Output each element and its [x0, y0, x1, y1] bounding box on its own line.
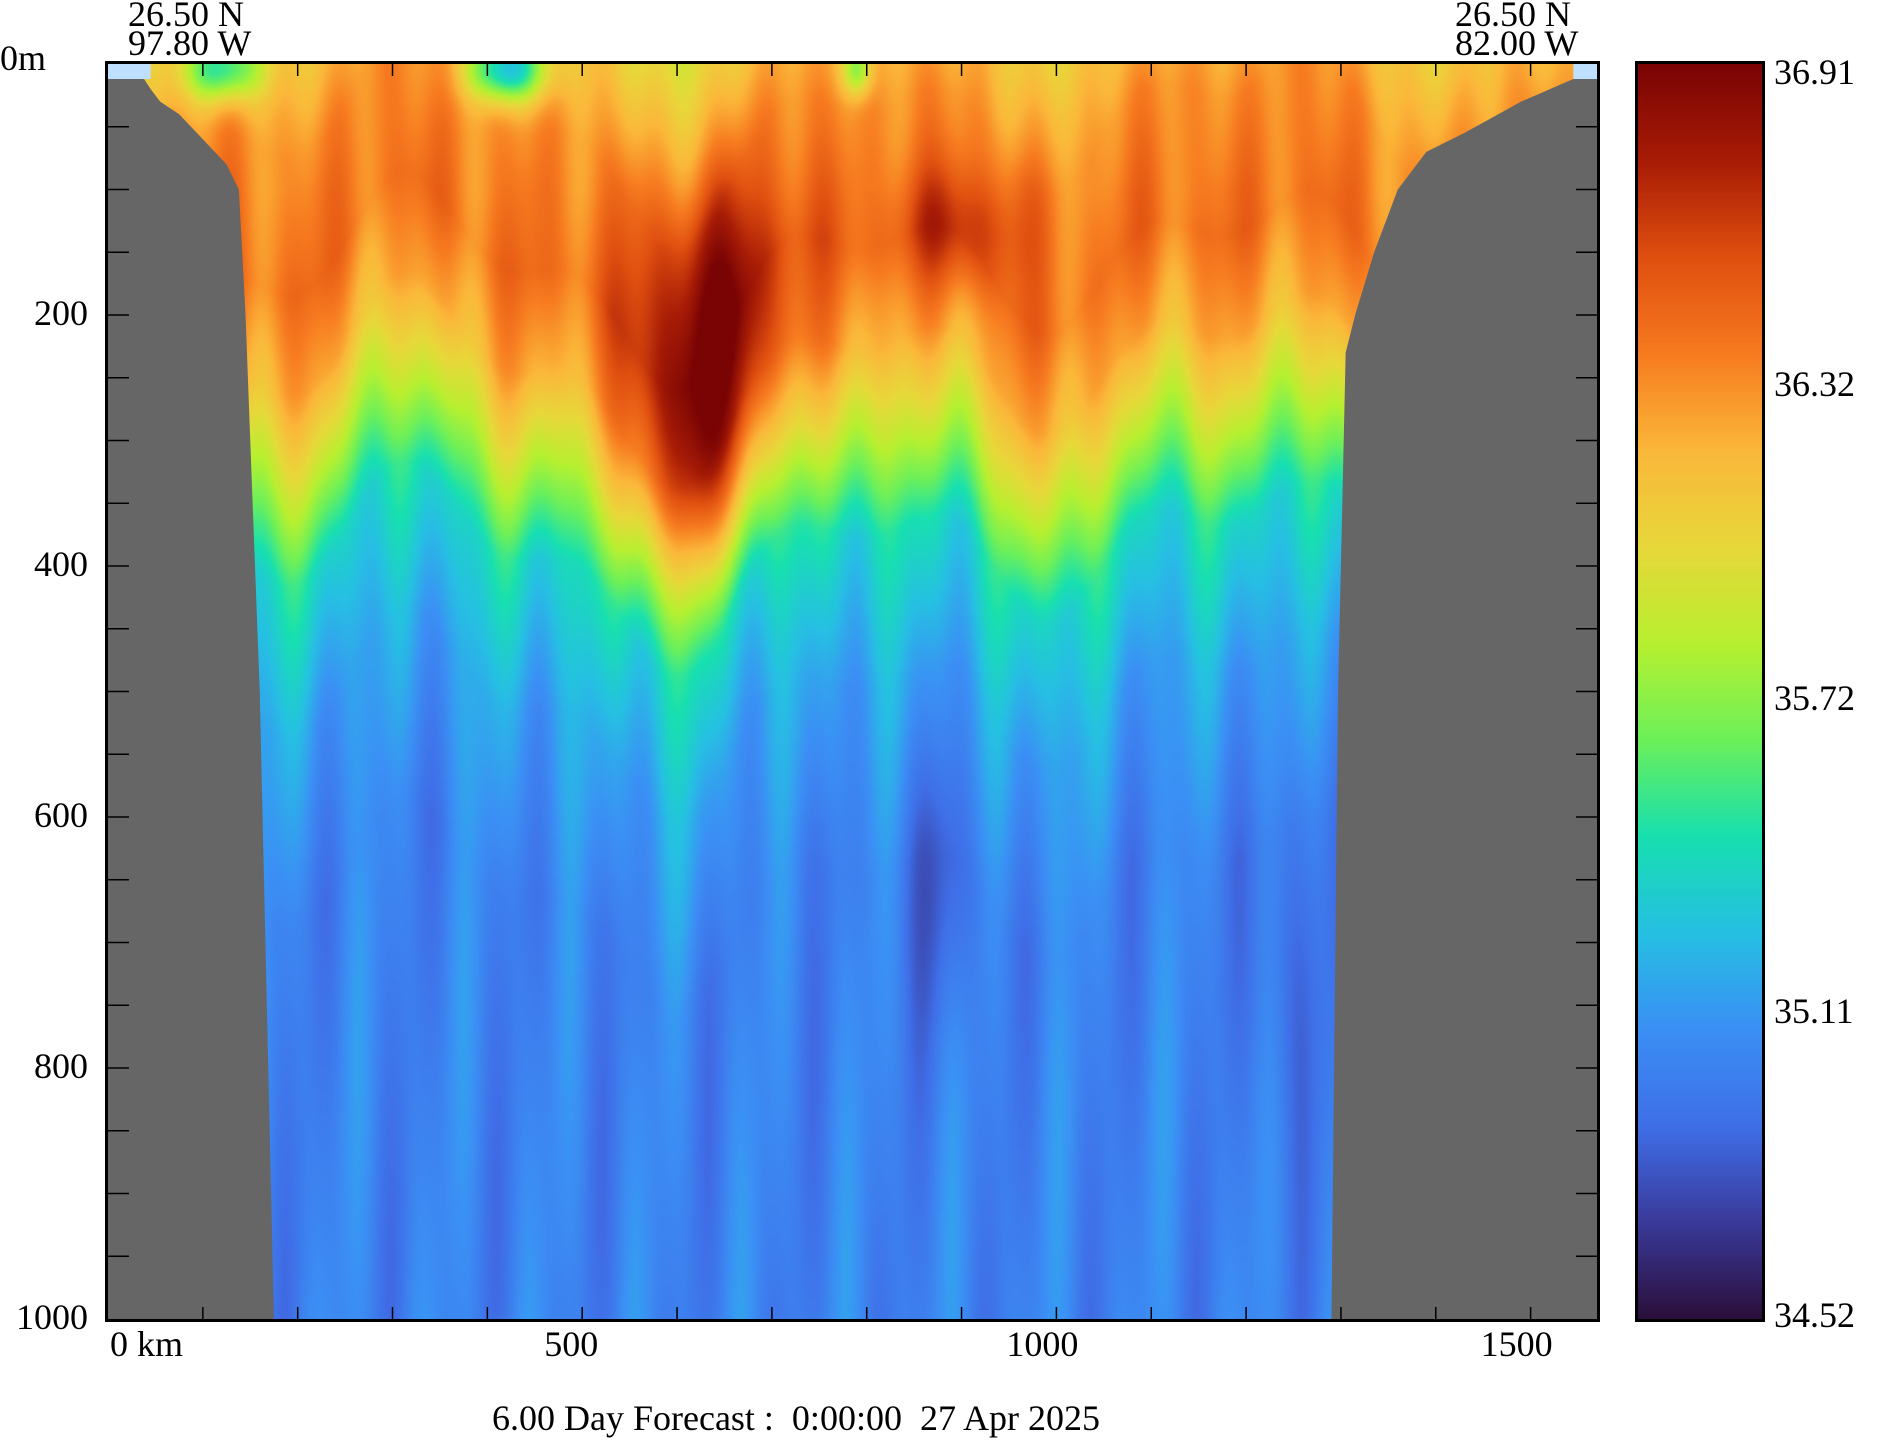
x-tick-label: 0 km: [110, 1324, 184, 1364]
y-tick-label: 0m: [0, 38, 47, 78]
colorbar-tick-label: 35.11: [1774, 991, 1854, 1032]
y-tick-label: 200: [34, 293, 88, 333]
start-longitude: 97.80 W: [128, 23, 252, 63]
y-tick-label: 1000: [16, 1297, 88, 1337]
end-latitude: 26.50 N: [1455, 0, 1571, 34]
surface-strip-left: [108, 64, 151, 80]
y-tick-label: 800: [34, 1046, 88, 1086]
land-left: [108, 79, 274, 1319]
y-tick-label: 400: [34, 544, 88, 584]
colorbar-tick-label: 35.72: [1774, 677, 1855, 718]
land-right: [1331, 79, 1597, 1319]
end-longitude: 82.00 W: [1455, 23, 1579, 63]
colorbar-tick-label: 34.52: [1774, 1295, 1855, 1335]
colorbar-tick-label: 36.91: [1774, 52, 1855, 92]
colorbar-gradient: [1638, 64, 1762, 1319]
start-latitude: 26.50 N: [128, 0, 244, 34]
x-tick-label: 1500: [1480, 1324, 1553, 1364]
colorbar-tick-label: 36.32: [1774, 363, 1855, 404]
chart-title: 6.00 Day Forecast : 0:00:00 27 Apr 2025: [492, 1398, 1100, 1438]
x-tick-label: 500: [544, 1324, 599, 1364]
colorbar: [1635, 61, 1765, 1322]
surface-strip-right: [1573, 64, 1597, 80]
y-tick-label: 600: [34, 795, 88, 835]
x-tick-label: 1000: [1006, 1324, 1079, 1364]
section-plot-area: [105, 61, 1600, 1322]
plot-overlay: [108, 64, 1597, 1319]
